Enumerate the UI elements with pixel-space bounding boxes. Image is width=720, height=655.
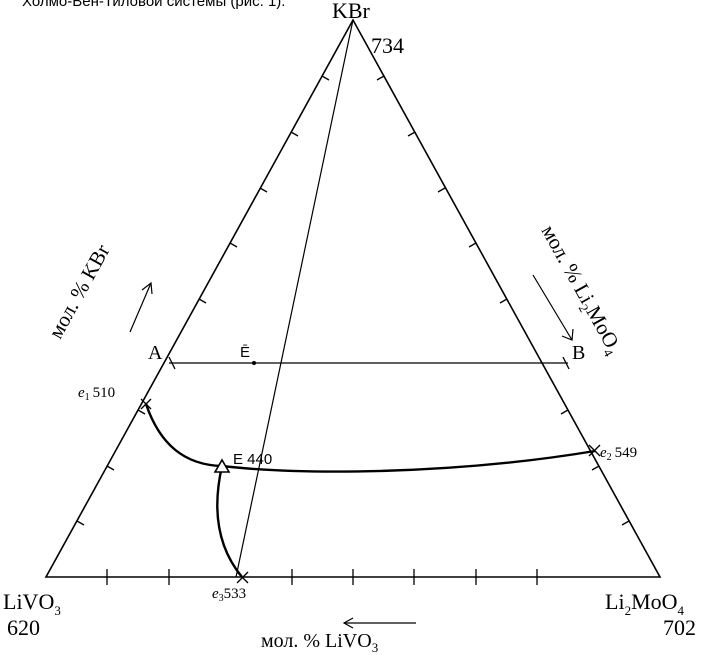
vertex-livo3-name: LiVO3 [3,589,61,618]
vertex-li2moo4-name: Li2MoO4 [605,589,685,618]
point-e2-label: e2 549 [600,445,637,463]
curve-e-e3 [216,465,243,578]
vertex-kbr-name: KBr [332,0,371,23]
point-a-mark [168,356,176,370]
curve-e1-e [144,403,223,468]
ternary-eutectic-triangle-marker [213,458,231,473]
point-b-mark [562,356,570,370]
caption-text: Холмо-Вен-Тиловой системы (рис. 1). [22,0,285,10]
e3-cross-mark [236,571,249,584]
stable-section-line [235,19,354,578]
right-axis-label: мол. % Li2MoO4 [534,221,627,360]
left-axis-arrow [129,281,153,333]
e2-cross-mark [588,444,601,457]
point-a-label: A [148,342,163,364]
e1-cross-mark [140,398,152,410]
bottom-edge-ticks [106,569,538,585]
point-e-label: E 440 [233,451,272,468]
point-b-label: B [572,342,585,364]
vertex-li2moo4-temp: 702 [663,615,696,640]
composition-triangle [44,18,662,578]
vertex-kbr-temp: 734 [371,33,404,58]
bottom-axis-arrow [342,617,416,629]
curve-e-e2 [221,449,596,473]
point-e-bar-label: Ē [240,344,250,361]
left-axis-label: мол. % KBr [43,240,114,342]
right-edge-ticks [376,75,630,526]
point-e-bar-dot [252,361,256,365]
point-e1-label: e1 510 [78,385,115,403]
bottom-axis-label: мол. % LiVO3 [261,630,378,655]
point-e3-label: e3533 [212,586,246,604]
vertex-livo3-temp: 620 [7,615,40,640]
left-edge-ticks [76,75,330,526]
right-axis-arrow [532,274,574,341]
